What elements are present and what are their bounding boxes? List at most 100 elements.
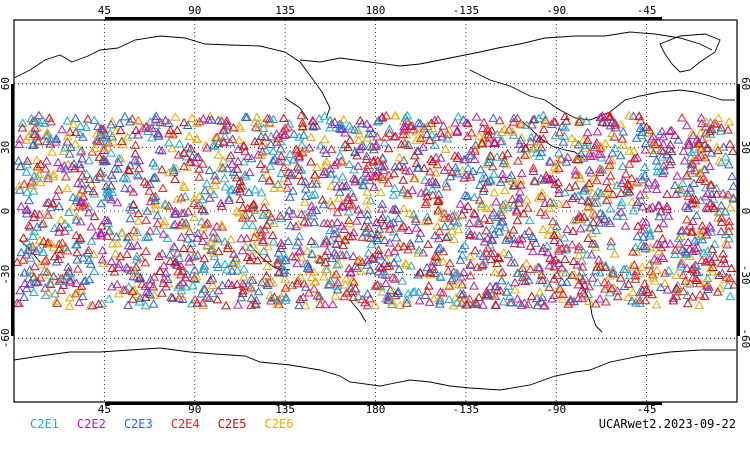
obs-marker: [693, 138, 704, 147]
obs-marker: [21, 135, 32, 144]
obs-marker: [678, 286, 689, 296]
obs-marker: [506, 297, 517, 307]
obs-marker: [319, 134, 330, 144]
obs-marker: [515, 239, 526, 248]
obs-marker: [406, 241, 416, 250]
obs-marker: [179, 117, 189, 127]
obs-marker: [217, 280, 228, 290]
obs-marker: [636, 171, 647, 181]
obs-marker: [221, 264, 232, 274]
obs-marker: [207, 280, 218, 290]
obs-marker: [106, 194, 117, 204]
obs-marker: [567, 193, 578, 203]
obs-marker: [332, 217, 343, 227]
obs-marker: [250, 117, 260, 126]
obs-marker: [353, 204, 364, 214]
obs-marker: [106, 148, 116, 157]
obs-marker: [576, 267, 587, 276]
obs-marker: [725, 202, 736, 212]
obs-marker: [319, 238, 329, 248]
obs-marker: [402, 294, 412, 304]
obs-marker: [477, 138, 487, 147]
obs-marker: [724, 116, 734, 126]
obs-marker: [550, 254, 561, 264]
obs-marker: [256, 187, 267, 197]
obs-marker: [396, 223, 407, 232]
obs-marker: [336, 156, 347, 165]
obs-marker: [183, 206, 194, 216]
obs-marker: [687, 168, 697, 177]
obs-marker: [370, 281, 381, 290]
obs-marker: [648, 273, 659, 282]
obs-marker: [438, 121, 449, 130]
obs-marker: [433, 206, 443, 215]
obs-marker: [564, 182, 575, 192]
obs-marker: [495, 268, 506, 278]
obs-marker: [326, 181, 337, 190]
obs-marker: [14, 139, 25, 148]
obs-marker: [240, 220, 251, 230]
obs-marker: [531, 132, 542, 142]
obs-marker: [547, 216, 558, 226]
obs-marker: [502, 232, 512, 241]
obs-marker: [344, 159, 355, 169]
obs-marker: [676, 226, 686, 235]
obs-marker: [345, 135, 355, 144]
obs-marker: [501, 287, 512, 296]
obs-marker: [242, 203, 253, 213]
obs-marker: [451, 270, 462, 279]
lon-tick-label-top: -90: [546, 4, 566, 17]
obs-marker: [13, 156, 24, 165]
obs-marker: [280, 255, 291, 265]
obs-marker: [607, 156, 617, 165]
obs-marker: [637, 201, 648, 211]
obs-marker: [75, 234, 86, 243]
obs-marker: [332, 157, 343, 167]
obs-marker: [495, 177, 506, 186]
legend-item-c2e6: C2E6: [264, 417, 294, 431]
obs-marker: [132, 169, 142, 179]
obs-marker: [347, 231, 358, 241]
obs-marker: [288, 154, 299, 164]
obs-marker: [415, 118, 426, 128]
obs-marker: [286, 168, 297, 178]
obs-marker: [671, 189, 682, 198]
obs-marker: [612, 211, 622, 220]
obs-marker: [551, 221, 562, 230]
obs-marker: [499, 185, 510, 194]
obs-marker: [321, 148, 331, 158]
obs-marker: [562, 152, 573, 161]
obs-marker: [14, 298, 24, 308]
obs-marker: [149, 272, 160, 281]
obs-marker: [321, 234, 332, 243]
obs-marker: [635, 189, 646, 199]
obs-marker: [231, 258, 242, 268]
obs-marker: [404, 208, 415, 218]
obs-marker: [60, 164, 71, 173]
obs-marker: [424, 177, 435, 187]
obs-marker: [440, 144, 451, 153]
obs-marker: [95, 168, 106, 177]
obs-marker: [553, 177, 564, 187]
obs-marker: [389, 168, 399, 178]
obs-marker: [86, 236, 97, 245]
frame-bar-left: [11, 84, 14, 336]
coastlines: [13, 31, 736, 391]
obs-marker: [686, 199, 697, 208]
obs-marker: [34, 235, 45, 244]
obs-marker: [724, 159, 734, 169]
obs-marker: [420, 216, 431, 226]
obs-marker: [715, 283, 725, 292]
obs-marker: [273, 133, 283, 143]
obs-marker: [535, 207, 546, 216]
obs-marker: [299, 216, 310, 226]
credit-label: UCARwet2.2023-09-22: [598, 417, 736, 431]
obs-marker: [372, 117, 383, 126]
obs-marker: [452, 153, 463, 162]
obs-marker: [285, 192, 295, 201]
obs-marker: [231, 184, 242, 194]
obs-marker: [235, 194, 246, 203]
obs-marker: [393, 242, 403, 251]
obs-marker: [338, 202, 349, 211]
obs-marker: [101, 156, 111, 166]
